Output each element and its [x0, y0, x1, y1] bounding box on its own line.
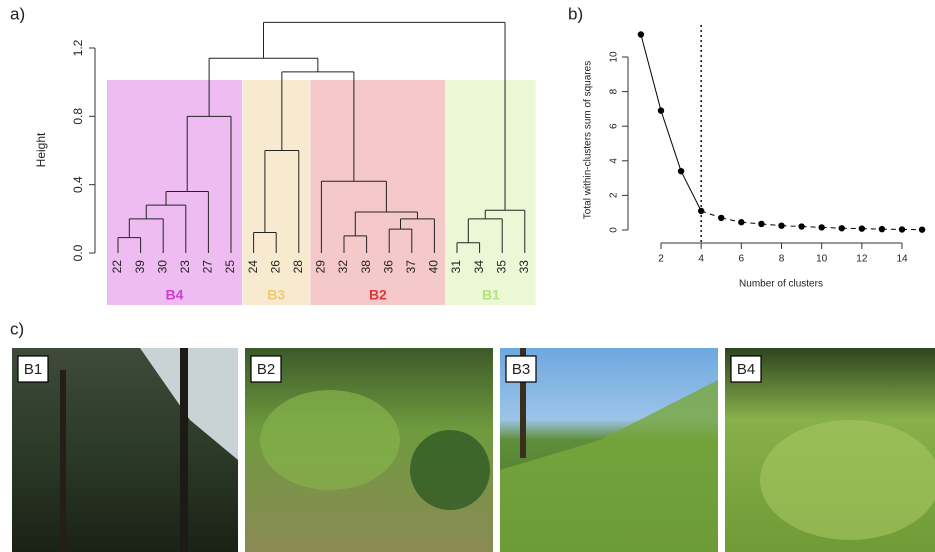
- photo-label: B1: [24, 361, 42, 378]
- line-segment: [641, 35, 661, 111]
- x-tick-label: 4: [698, 254, 704, 265]
- y-axis-label: Height: [34, 132, 48, 167]
- x-tick-label: 14: [896, 254, 908, 265]
- point: [818, 224, 824, 230]
- leaf-label: 25: [223, 260, 237, 274]
- leaf-label: 37: [404, 260, 418, 274]
- point: [839, 225, 845, 231]
- y-tick-label: 0.4: [71, 176, 85, 193]
- leaf-label: 29: [314, 260, 328, 274]
- leaf-label: 32: [336, 260, 350, 274]
- leaf-label: 38: [359, 260, 373, 274]
- photo-label: B4: [737, 361, 755, 378]
- leaf-label: 36: [381, 260, 395, 274]
- point: [638, 31, 644, 37]
- photos: [12, 348, 935, 552]
- point: [879, 226, 885, 232]
- leaf-label: 35: [494, 260, 508, 274]
- page: a) b) c) B4B3B2B10.00.40.81.2Height22393…: [0, 0, 935, 552]
- y-tick-label: 2: [609, 192, 620, 198]
- cluster-label: B4: [166, 287, 184, 303]
- line-segment: [661, 111, 681, 172]
- trunk: [180, 348, 188, 552]
- trunk: [60, 370, 66, 552]
- y-tick-label: 1.2: [71, 39, 85, 56]
- line-segment: [681, 171, 701, 211]
- leaf-label: 39: [133, 260, 147, 274]
- leaf-label: 31: [449, 260, 463, 274]
- cluster-box: [310, 80, 445, 305]
- point: [698, 208, 704, 214]
- y-tick-label: 6: [609, 123, 620, 129]
- x-tick-label: 8: [779, 254, 785, 265]
- panel-label: c): [10, 319, 24, 338]
- foliage: [260, 390, 400, 490]
- leaf-label: 27: [201, 260, 215, 274]
- point: [738, 219, 744, 225]
- y-tick-label: 8: [609, 88, 620, 94]
- cluster-label: B2: [369, 287, 387, 303]
- leaf-label: 28: [291, 260, 305, 274]
- x-tick-label: 12: [856, 254, 868, 265]
- point: [798, 223, 804, 229]
- leaf-label: 22: [110, 260, 124, 274]
- point: [658, 107, 664, 113]
- y-axis-label: Total within-clusters sum of squares: [583, 61, 594, 219]
- panel-label: b): [568, 4, 583, 23]
- photo-label: B3: [512, 361, 530, 378]
- figure: a) b) c) B4B3B2B10.00.40.81.2Height22393…: [0, 0, 935, 552]
- y-tick-label: 0: [609, 227, 620, 233]
- point: [778, 222, 784, 228]
- point: [859, 225, 865, 231]
- foliage: [410, 430, 490, 510]
- point: [718, 215, 724, 221]
- point: [758, 221, 764, 227]
- point: [919, 226, 925, 232]
- leaf-label: 23: [178, 260, 192, 274]
- y-tick-label: 0.8: [71, 108, 85, 125]
- leaf-label: 40: [427, 260, 441, 274]
- y-tick-label: 0.0: [71, 244, 85, 261]
- photo-label: B2: [257, 361, 275, 378]
- x-tick-label: 6: [739, 254, 745, 265]
- point: [899, 226, 905, 232]
- panel-label: a): [10, 4, 25, 23]
- leaf-label: 26: [268, 260, 282, 274]
- foliage: [760, 420, 935, 540]
- x-axis-label: Number of clusters: [739, 279, 823, 290]
- cluster-box: [107, 80, 242, 305]
- leaf-label: 33: [517, 260, 531, 274]
- leaf-label: 24: [246, 260, 260, 274]
- x-tick-label: 10: [816, 254, 828, 265]
- cluster-label: B3: [267, 287, 285, 303]
- leaf-label: 34: [472, 260, 486, 274]
- cluster-label: B1: [482, 287, 500, 303]
- leaf-label: 30: [155, 260, 169, 274]
- x-tick-label: 2: [658, 254, 664, 265]
- point: [678, 168, 684, 174]
- y-tick-label: 4: [609, 158, 620, 164]
- y-tick-label: 10: [609, 51, 620, 63]
